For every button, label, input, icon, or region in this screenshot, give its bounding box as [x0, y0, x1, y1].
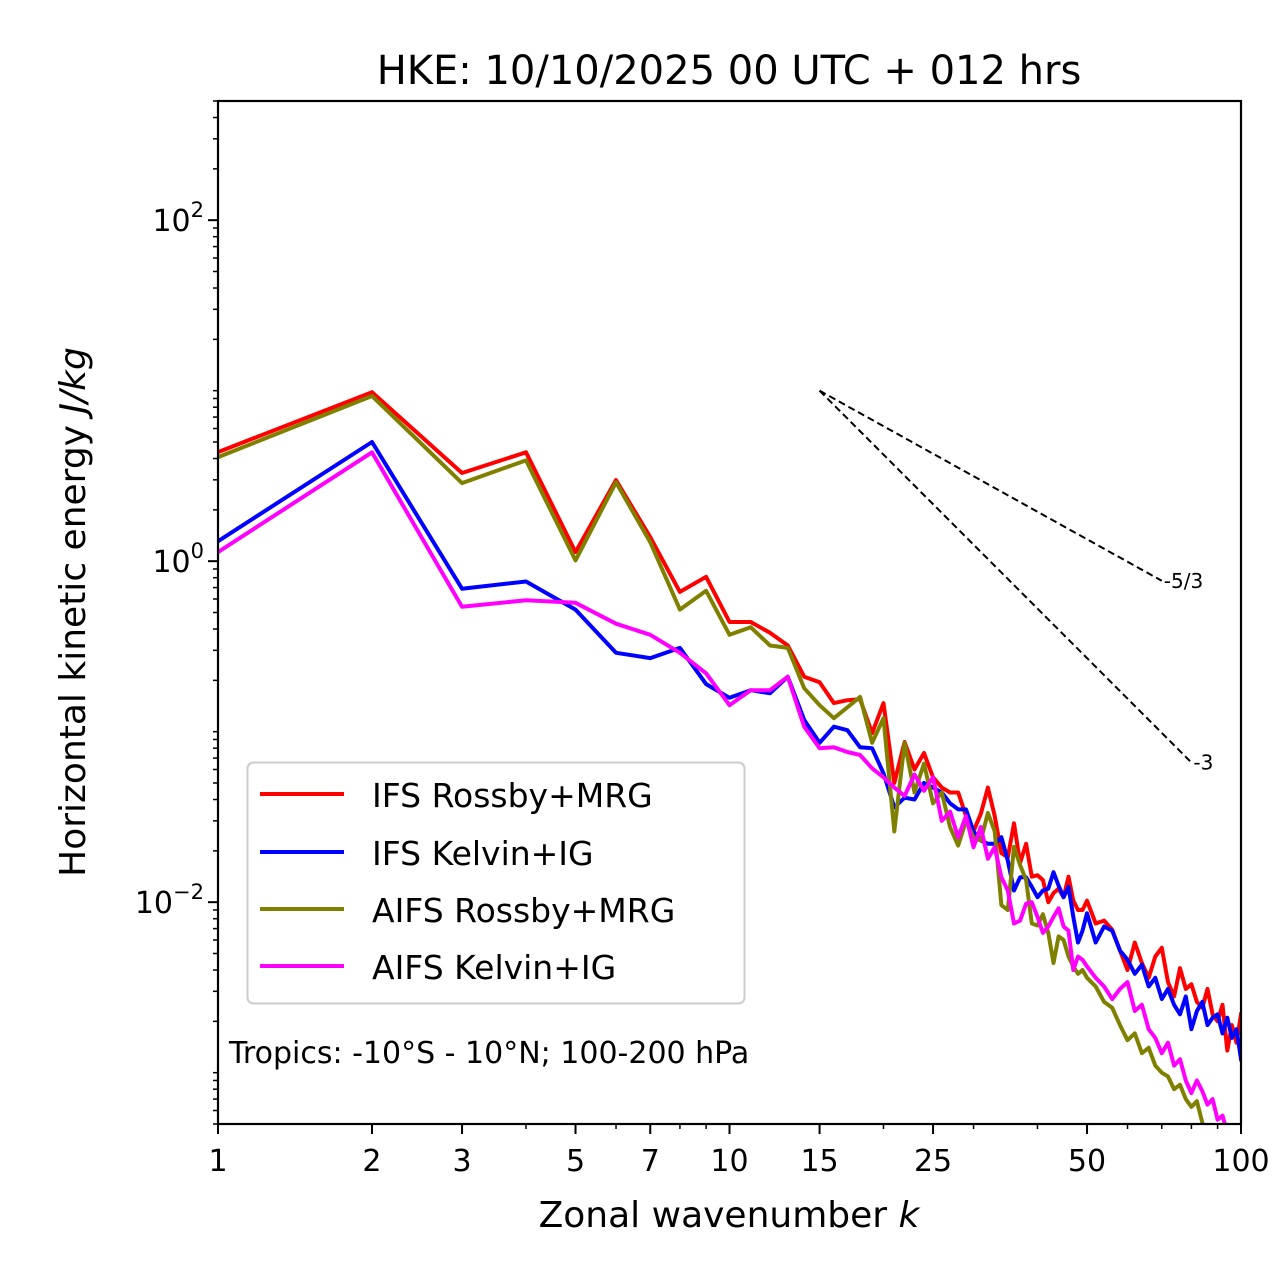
legend: IFS Rossby+MRG IFS Kelvin+IG AIFS Rossby…: [246, 761, 746, 1005]
legend-label: IFS Rossby+MRG: [372, 776, 653, 815]
y-axis-label-text: Horizontal kinetic energy: [53, 414, 94, 877]
x-tick-label: 1: [208, 1144, 227, 1179]
series-line-aifs-kelvin-ig: [218, 450, 1227, 1124]
y-axis-label-units: J/kg: [53, 347, 94, 419]
x-tick-label: 100: [1212, 1144, 1269, 1179]
legend-label: AIFS Rossby+MRG: [372, 891, 675, 930]
x-axis-ticks: 1 2 3 5 7 10 15 25 50 100: [208, 1124, 1270, 1179]
legend-label: AIFS Kelvin+IG: [372, 948, 616, 987]
legend-entry: IFS Kelvin+IG: [260, 834, 594, 873]
x-tick-label: 3: [453, 1144, 472, 1179]
reference-lines: -5/3 -3: [818, 389, 1213, 775]
x-tick-label: 15: [800, 1144, 838, 1179]
series-layer: [218, 390, 1241, 1124]
reference-line-label: -5/3: [1164, 569, 1203, 593]
x-axis-label-var: k: [899, 1195, 922, 1236]
series-line-aifs-rossby-mrg: [218, 394, 1205, 1124]
x-axis-label-text: Zonal wavenumber: [539, 1195, 899, 1236]
legend-entry: AIFS Kelvin+IG: [260, 948, 616, 987]
legend-entry: IFS Rossby+MRG: [260, 776, 653, 815]
y-axis-ticks: 10−2 100 102: [135, 100, 218, 1125]
reference-line-label: -3: [1193, 751, 1213, 775]
x-tick-label: 25: [914, 1144, 952, 1179]
region-annotation: Tropics: -10°S - 10°N; 100-200 hPa: [228, 1036, 749, 1071]
x-tick-label: 5: [566, 1144, 585, 1179]
series-line-ifs-rossby-mrg: [218, 390, 1241, 1053]
legend-label: IFS Kelvin+IG: [372, 834, 594, 873]
y-tick-label: 10−2: [135, 880, 204, 921]
x-tick-label: 10: [710, 1144, 748, 1179]
x-tick-label: 7: [641, 1144, 660, 1179]
y-tick-label: 102: [152, 198, 204, 239]
legend-entry: AIFS Rossby+MRG: [260, 891, 675, 930]
x-tick-label: 50: [1068, 1144, 1106, 1179]
legend-frame: [246, 761, 746, 1005]
x-axis-label: Zonal wavenumber k: [539, 1195, 922, 1236]
y-tick-label: 100: [152, 539, 204, 580]
y-axis-label: Horizontal kinetic energy J/kg: [53, 347, 94, 877]
chart-title: HKE: 10/10/2025 00 UTC + 012 hrs: [377, 48, 1082, 94]
x-tick-label: 2: [362, 1144, 381, 1179]
